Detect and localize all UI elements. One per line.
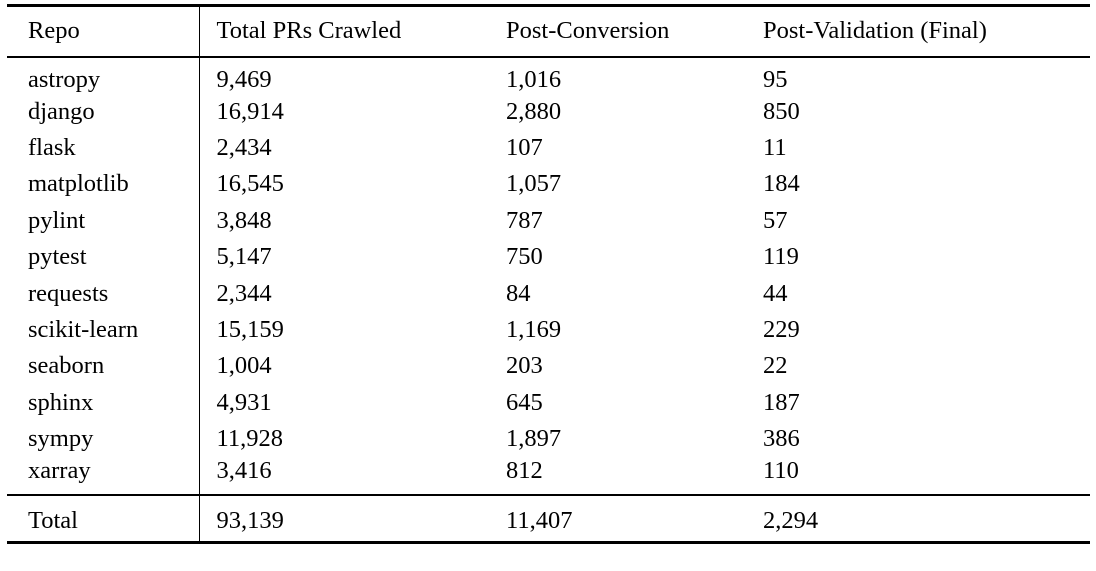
column-header-post-validation-final: Post-Validation (Final) [746,5,1090,58]
cell-post-conversion: 203 [506,352,543,380]
cell-repo: sphinx [7,384,200,422]
cell-post-validation-final: 57 [763,206,788,234]
cell-repo: matplotlib [7,166,200,203]
cell-post-conversion: 1,057 [506,170,562,198]
cell-repo: xarray [7,457,200,496]
cell-repo: astropy [7,56,200,94]
row-xarray: xarray 3,416 812 110 [7,457,1090,496]
row-sympy: sympy 11,928 1,897 386 [7,421,1090,458]
cell-post-validation-final: 95 [763,65,788,93]
cell-total-prs-crawled: 11,928 [216,425,283,453]
row-scikit-learn: scikit-learn 15,159 1,169 229 [7,311,1090,349]
cell-post-conversion: 750 [506,243,543,271]
cell-post-validation-final: 110 [763,457,799,485]
cell-post-validation-final: 184 [763,170,800,198]
cell-total-prs-crawled: 3,848 [216,206,272,234]
cell-total-prs-crawled: 93,139 [199,494,489,543]
cell-total-label: Total [7,494,200,543]
cell-total-prs-crawled: 4,931 [216,388,272,416]
row-requests: requests 2,344 84 44 [7,275,1090,312]
row-pylint: pylint 3,848 787 57 [7,202,1090,240]
cell-repo: scikit-learn [7,311,200,349]
cell-repo: pytest [7,239,200,276]
column-header-post-conversion: Post-Conversion [489,5,746,58]
cell-total-prs-crawled: 3,416 [216,457,272,485]
cell-repo: django [7,93,200,130]
cell-post-conversion: 645 [506,388,543,416]
row-django: django 16,914 2,880 850 [7,93,1090,130]
cell-total-prs-crawled: 16,914 [216,97,284,125]
cell-repo: requests [7,275,200,312]
table-body: astropy 9,469 1,016 95 django 16,914 2,8… [7,56,1090,496]
cell-post-conversion: 1,897 [506,425,562,453]
cell-repo: sympy [7,421,200,458]
cell-post-validation-final: 229 [763,316,800,344]
row-sphinx: sphinx 4,931 645 187 [7,384,1090,422]
cell-total-prs-crawled: 1,004 [216,352,272,380]
cell-total-prs-crawled: 16,545 [216,170,284,198]
cell-repo: flask [7,129,200,167]
cell-post-conversion: 84 [506,279,531,307]
cell-post-conversion: 1,169 [506,316,562,344]
column-header-repo: Repo [7,5,200,58]
cell-post-conversion: 2,880 [506,97,562,125]
cell-total-prs-crawled: 5,147 [216,243,272,271]
row-total: Total 93,139 11,407 2,294 [7,494,1090,543]
cell-post-validation-final: 187 [763,388,800,416]
cell-repo: pylint [7,202,200,240]
cell-total-prs-crawled: 9,469 [216,65,272,93]
row-pytest: pytest 5,147 750 119 [7,239,1090,276]
cell-total-post-validation-final: 2,294 [746,494,1090,543]
cell-post-validation-final: 11 [763,134,787,162]
cell-repo: seaborn [7,348,200,385]
header-row: Repo Total PRs Crawled Post-Conversion P… [7,5,1090,58]
row-flask: flask 2,434 107 11 [7,129,1090,167]
cell-total-post-conversion: 11,407 [489,494,746,543]
cell-post-validation-final: 22 [763,352,788,380]
cell-post-conversion: 787 [506,206,543,234]
row-matplotlib: matplotlib 16,545 1,057 184 [7,166,1090,203]
cell-post-validation-final: 850 [763,97,800,125]
cell-post-conversion: 812 [506,457,543,485]
cell-post-validation-final: 386 [763,425,800,453]
cell-post-conversion: 1,016 [506,65,562,93]
table-footer: Total 93,139 11,407 2,294 [7,494,1090,543]
cell-total-prs-crawled: 2,434 [216,134,272,162]
cell-post-validation-final: 44 [763,279,788,307]
cell-total-prs-crawled: 15,159 [216,316,284,344]
repo-pr-stats-table: Repo Total PRs Crawled Post-Conversion P… [7,4,1090,544]
cell-total-prs-crawled: 2,344 [216,279,272,307]
row-seaborn: seaborn 1,004 203 22 [7,348,1090,385]
table-header: Repo Total PRs Crawled Post-Conversion P… [7,5,1090,58]
cell-post-validation-final: 119 [763,243,799,271]
row-astropy: astropy 9,469 1,016 95 [7,56,1090,94]
column-header-total-prs-crawled: Total PRs Crawled [199,5,489,58]
cell-post-conversion: 107 [506,134,543,162]
